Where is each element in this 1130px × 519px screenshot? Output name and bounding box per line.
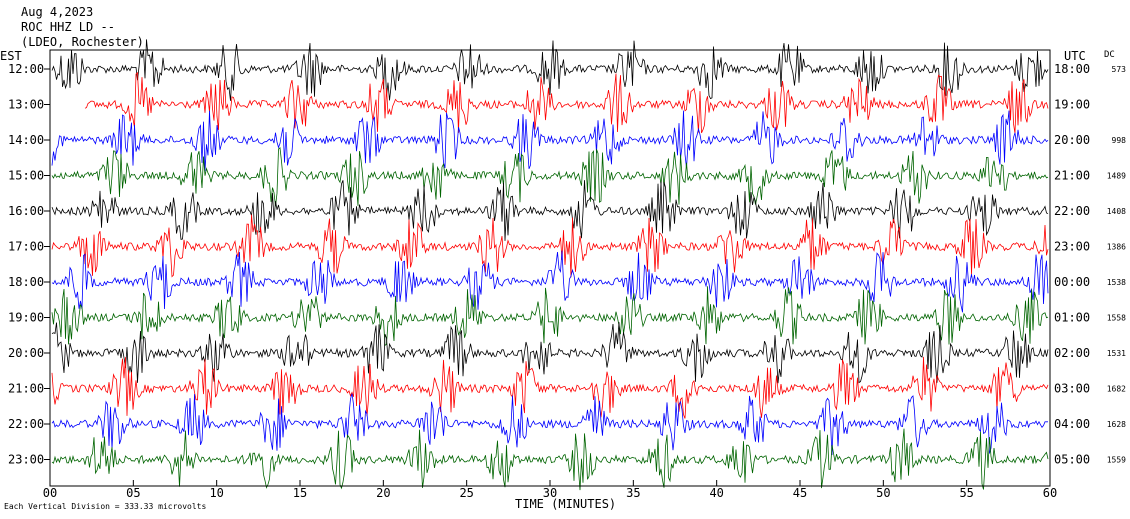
x-tick-label: 55	[959, 486, 973, 500]
utc-row-label: 22:00	[1054, 204, 1090, 218]
utc-row-label: 03:00	[1054, 382, 1090, 396]
est-row-label: 15:00	[8, 169, 44, 183]
trace-group	[51, 39, 1049, 491]
x-tick-label: 60	[1043, 486, 1057, 500]
utc-row-label: 00:00	[1054, 275, 1090, 289]
trace-line-7	[51, 286, 1049, 347]
dc-row-label: 1538	[1107, 278, 1126, 287]
dc-row-label: 1531	[1107, 349, 1126, 358]
x-tick-label: 25	[459, 486, 473, 500]
utc-row-label: 02:00	[1054, 346, 1090, 360]
axes-group: 12:00 18:00 573 13:00 19:00 14:00 20:00 998 15:0…	[8, 62, 1126, 500]
dc-row-label: 1558	[1107, 314, 1126, 323]
est-row-label: 12:00	[8, 62, 44, 76]
trace-line-2	[51, 110, 1049, 172]
x-tick-label: 20	[376, 486, 390, 500]
x-tick-label: 05	[126, 486, 140, 500]
est-row-label: 19:00	[8, 311, 44, 325]
est-axis-title: EST	[0, 49, 22, 63]
utc-row-label: 20:00	[1054, 133, 1090, 147]
x-tick-label: 15	[293, 486, 307, 500]
utc-row-label: 23:00	[1054, 240, 1090, 254]
dc-row-label: 1408	[1107, 207, 1126, 216]
est-row-label: 22:00	[8, 417, 44, 431]
x-axis-label: TIME (MINUTES)	[515, 497, 616, 511]
date-label: Aug 4,2023	[21, 5, 94, 19]
x-tick-label: 40	[709, 486, 723, 500]
trace-line-8	[51, 322, 1049, 384]
dc-row-label: 573	[1112, 65, 1127, 74]
est-row-label: 18:00	[8, 275, 44, 289]
trace-line-0	[51, 39, 1049, 101]
trace-line-4	[51, 180, 1049, 241]
est-row-label: 14:00	[8, 133, 44, 147]
x-tick-label: 35	[626, 486, 640, 500]
dc-row-label: 1628	[1107, 420, 1126, 429]
est-row-label: 16:00	[8, 204, 44, 218]
est-row-label: 23:00	[8, 453, 44, 467]
trace-line-9	[51, 356, 1049, 419]
trace-line-3	[51, 146, 1049, 207]
network-label: (LDEO, Rochester)	[21, 35, 144, 49]
utc-axis-title: UTC	[1064, 49, 1086, 63]
utc-row-label: 21:00	[1054, 169, 1090, 183]
x-tick-label: 50	[876, 486, 890, 500]
footer-note: Each Vertical Division = 333.33 microvol…	[4, 502, 206, 511]
est-row-label: 20:00	[8, 346, 44, 360]
trace-line-10	[51, 393, 1048, 456]
dc-row-label: 998	[1112, 136, 1127, 145]
dc-row-label: 1682	[1107, 385, 1126, 394]
est-row-label: 13:00	[8, 98, 44, 112]
dc-row-label: 1559	[1107, 456, 1126, 465]
utc-row-label: 01:00	[1054, 311, 1090, 325]
x-tick-label: 30	[543, 486, 557, 500]
trace-line-11	[51, 428, 1049, 491]
dc-row-label: 1386	[1107, 243, 1126, 252]
utc-row-label: 04:00	[1054, 417, 1090, 431]
trace-line-1	[84, 71, 1049, 134]
x-tick-label: 00	[43, 486, 57, 500]
est-row-label: 17:00	[8, 240, 44, 254]
trace-line-5	[51, 214, 1049, 278]
utc-row-label: 18:00	[1054, 62, 1090, 76]
trace-line-6	[51, 250, 1049, 313]
utc-row-label: 05:00	[1054, 453, 1090, 467]
station-label: ROC HHZ LD --	[21, 20, 115, 34]
est-row-label: 21:00	[8, 382, 44, 396]
dc-row-label: 1489	[1107, 172, 1126, 181]
dc-axis-title: DC	[1104, 50, 1115, 60]
x-tick-label: 45	[793, 486, 807, 500]
x-tick-label: 10	[209, 486, 223, 500]
utc-row-label: 19:00	[1054, 98, 1090, 112]
